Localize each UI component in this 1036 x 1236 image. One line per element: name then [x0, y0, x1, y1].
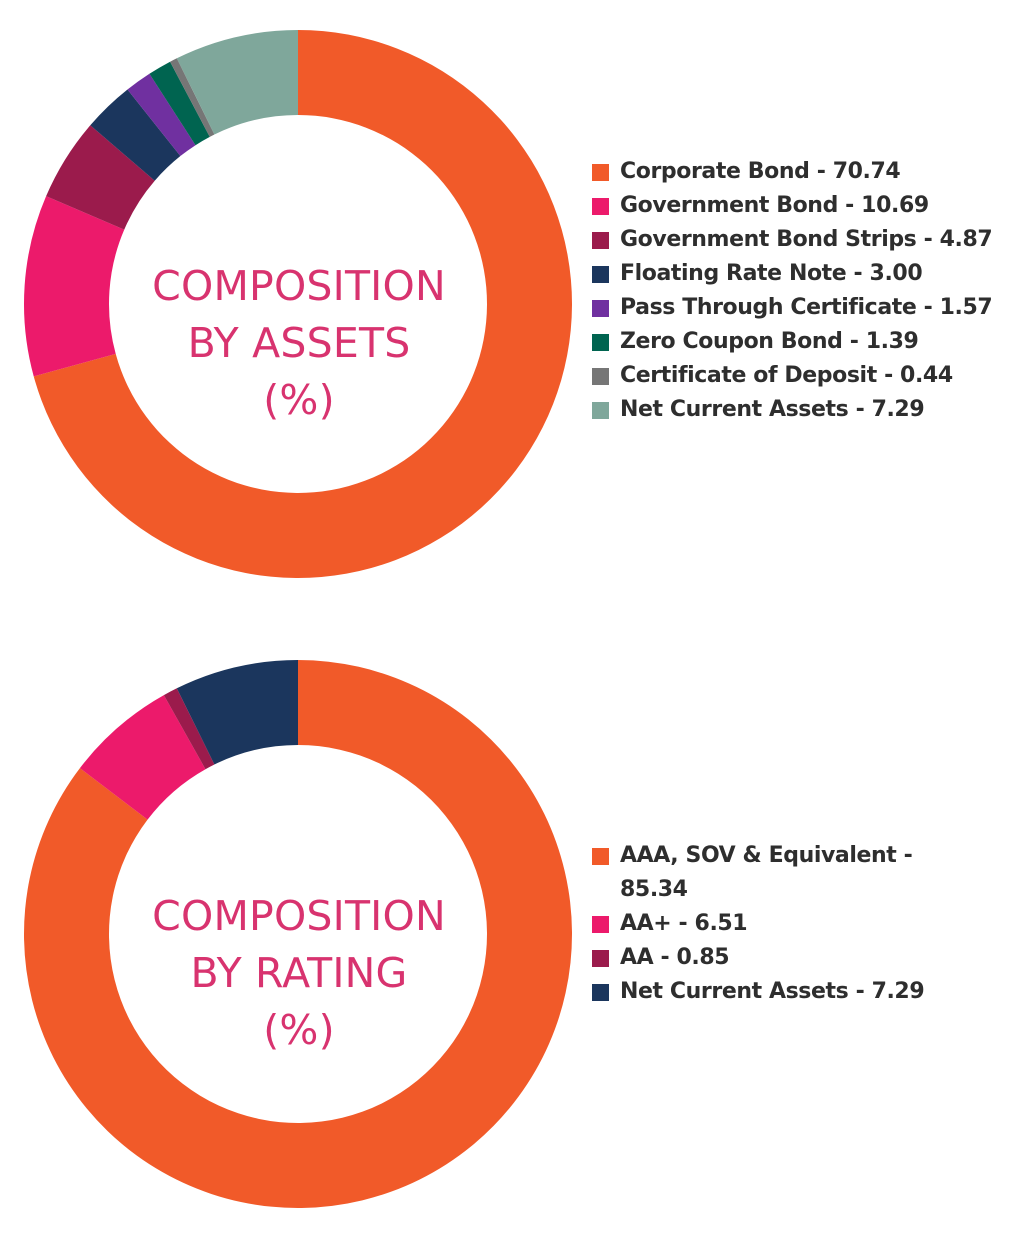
- rating-slice-3: [163, 688, 215, 770]
- assets-legend-item: Net Current Assets - 7.29: [592, 393, 1032, 427]
- assets-legend-label: Net Current Assets - 7.29: [620, 397, 925, 422]
- assets-center-title-line-3: (%): [263, 376, 335, 424]
- assets-legend-item: Zero Coupon Bond - 1.39: [592, 325, 1032, 359]
- assets-legend-label: Floating Rate Note - 3.00: [620, 261, 923, 286]
- rating-legend-item: AA - 0.85: [592, 941, 952, 975]
- rating-slice-2: [79, 695, 206, 820]
- composition-by-assets-chart: COMPOSITION BY ASSETS (%) Corporate Bond…: [0, 0, 1036, 600]
- assets-slice-6: [149, 61, 210, 146]
- assets-legend-item: Certificate of Deposit - 0.44: [592, 359, 1032, 393]
- assets-legend-item: Floating Rate Note - 3.00: [592, 257, 1032, 291]
- assets-legend-swatch: [592, 164, 609, 181]
- rating-legend-swatch: [592, 916, 609, 933]
- assets-legend-swatch: [592, 198, 609, 215]
- rating-slice-1: [23, 660, 573, 1208]
- assets-legend: Corporate Bond - 70.74 Government Bond - …: [592, 155, 1032, 427]
- assets-slice-3: [46, 125, 155, 230]
- assets-legend-label: Zero Coupon Bond - 1.39: [620, 329, 919, 354]
- assets-legend-label: Corporate Bond - 70.74: [620, 159, 901, 184]
- assets-legend-item: Pass Through Certificate - 1.57: [592, 291, 1032, 325]
- rating-legend-label: AA+ - 6.51: [620, 911, 748, 936]
- assets-slice-4: [90, 89, 181, 181]
- assets-legend-swatch: [592, 368, 609, 385]
- assets-legend-item: Government Bond Strips - 4.87: [592, 223, 1032, 257]
- assets-legend-label: Certificate of Deposit - 0.44: [620, 363, 953, 388]
- assets-slice-8: [176, 30, 298, 135]
- assets-legend-swatch: [592, 232, 609, 249]
- rating-center-title: COMPOSITION BY RATING (%): [112, 888, 486, 1059]
- rating-legend-item: AAA, SOV & Equivalent - 85.34: [592, 839, 952, 907]
- rating-legend-label: AA - 0.85: [620, 945, 730, 970]
- composition-by-rating-chart: COMPOSITION BY RATING (%): [0, 630, 1036, 1230]
- rating-legend-swatch: [592, 950, 609, 967]
- rating-legend-swatch: [592, 848, 609, 865]
- assets-slice-2: [23, 196, 125, 377]
- assets-center-title: COMPOSITION BY ASSETS (%): [112, 258, 486, 429]
- rating-center-title-line-2: BY RATING: [190, 949, 408, 997]
- assets-center-title-line-1: COMPOSITION: [152, 262, 446, 310]
- rating-legend-label: AAA, SOV & Equivalent - 85.34: [620, 843, 913, 902]
- assets-legend-swatch: [592, 402, 609, 419]
- assets-slice-7: [170, 58, 215, 137]
- rating-legend-item: AA+ - 6.51: [592, 907, 952, 941]
- assets-legend-label: Government Bond - 10.69: [620, 193, 929, 218]
- assets-center-title-line-2: BY ASSETS: [187, 319, 411, 367]
- assets-legend-item: Corporate Bond - 70.74: [592, 155, 1032, 189]
- rating-center-title-line-1: COMPOSITION: [152, 892, 446, 940]
- rating-legend-label: Net Current Assets - 7.29: [620, 979, 925, 1004]
- assets-legend-label: Government Bond Strips - 4.87: [620, 227, 993, 252]
- rating-legend-item: Net Current Assets - 7.29: [592, 975, 952, 1009]
- rating-legend-swatch: [592, 984, 609, 1001]
- assets-legend-label: Pass Through Certificate - 1.57: [620, 295, 993, 320]
- rating-center-title-line-3: (%): [263, 1006, 335, 1054]
- assets-legend-item: Government Bond - 10.69: [592, 189, 1032, 223]
- assets-legend-swatch: [592, 266, 609, 283]
- rating-donut: [23, 660, 573, 1208]
- assets-donut: [23, 30, 573, 578]
- rating-slice-4: [176, 660, 298, 765]
- assets-slice-5: [127, 73, 196, 157]
- assets-slice-1: [33, 30, 573, 578]
- assets-legend-swatch: [592, 334, 609, 351]
- assets-legend-swatch: [592, 300, 609, 317]
- rating-legend: AAA, SOV & Equivalent - 85.34 AA+ - 6.51 A…: [592, 839, 952, 1009]
